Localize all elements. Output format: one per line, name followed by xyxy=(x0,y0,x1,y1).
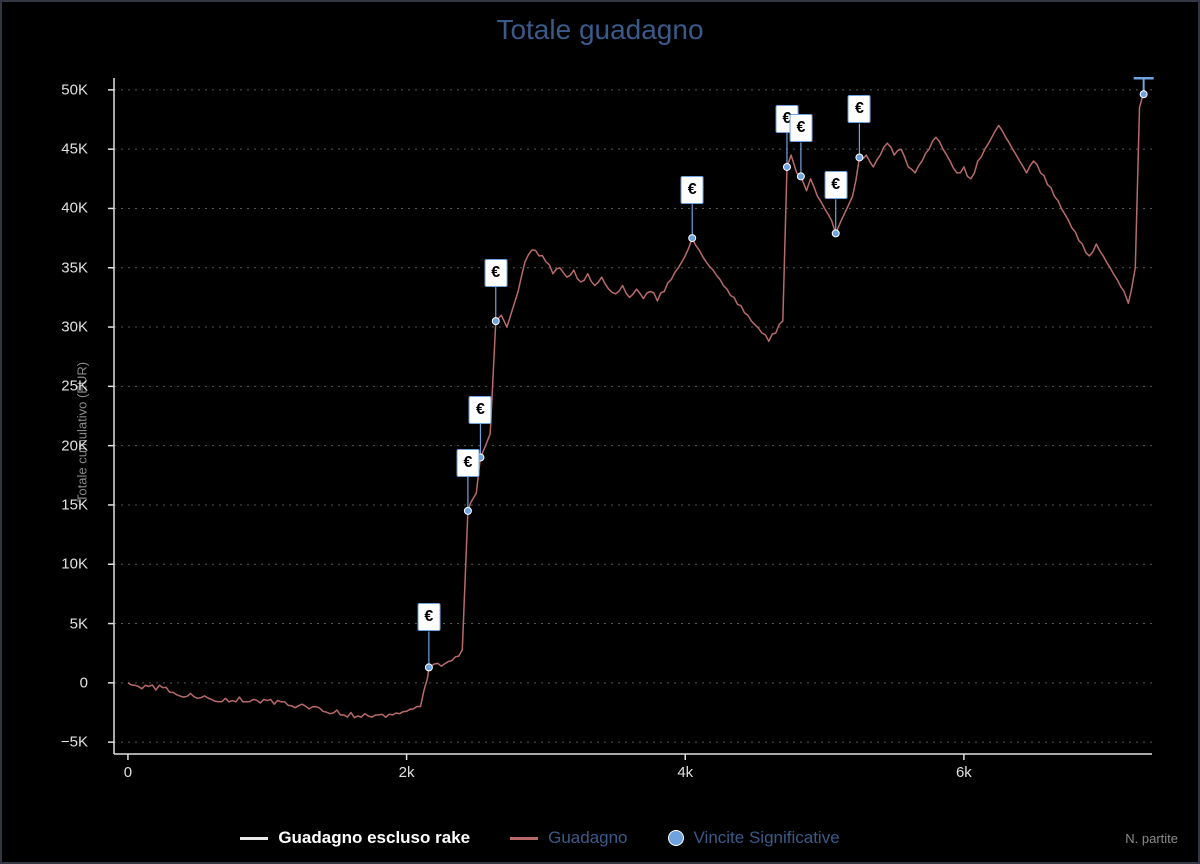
y-tick-label: 35K xyxy=(38,259,88,276)
y-tick-label: 5K xyxy=(38,615,88,632)
legend-swatch-line-1 xyxy=(240,837,268,840)
legend-label-1: Guadagno escluso rake xyxy=(278,828,470,848)
y-tick-label: 25K xyxy=(38,378,88,395)
plot-svg xyxy=(100,72,1170,772)
legend-item-vincite[interactable]: Vincite Significative xyxy=(668,828,840,848)
y-tick-label: 0 xyxy=(38,674,88,691)
legend-item-escluso-rake[interactable]: Guadagno escluso rake xyxy=(240,828,470,848)
legend-swatch-circle xyxy=(668,830,684,846)
legend-swatch-line-2 xyxy=(510,837,538,840)
y-tick-label: 45K xyxy=(38,141,88,158)
chart-title: Totale guadagno xyxy=(2,14,1198,46)
legend-label-2: Guadagno xyxy=(548,828,627,848)
legend: Guadagno escluso rake Guadagno Vincite S… xyxy=(2,828,1078,848)
y-tick-label: 30K xyxy=(38,319,88,336)
y-tick-label: 50K xyxy=(38,81,88,98)
chart-container: Totale guadagno Totale cumulativo (EUR) … xyxy=(0,0,1200,864)
y-tick-label: 40K xyxy=(38,200,88,217)
x-tick-label: 4k xyxy=(677,764,693,781)
legend-label-3: Vincite Significative xyxy=(694,828,840,848)
x-tick-label: 6k xyxy=(956,764,972,781)
plot-area xyxy=(100,72,1170,772)
y-tick-label: 15K xyxy=(38,496,88,513)
x-tick-label: 0 xyxy=(124,764,132,781)
y-tick-label: 10K xyxy=(38,556,88,573)
x-axis-label: N. partite xyxy=(1125,831,1178,846)
x-tick-label: 2k xyxy=(399,764,415,781)
y-tick-label: −5K xyxy=(38,734,88,751)
legend-item-guadagno[interactable]: Guadagno xyxy=(510,828,627,848)
y-tick-label: 20K xyxy=(38,437,88,454)
